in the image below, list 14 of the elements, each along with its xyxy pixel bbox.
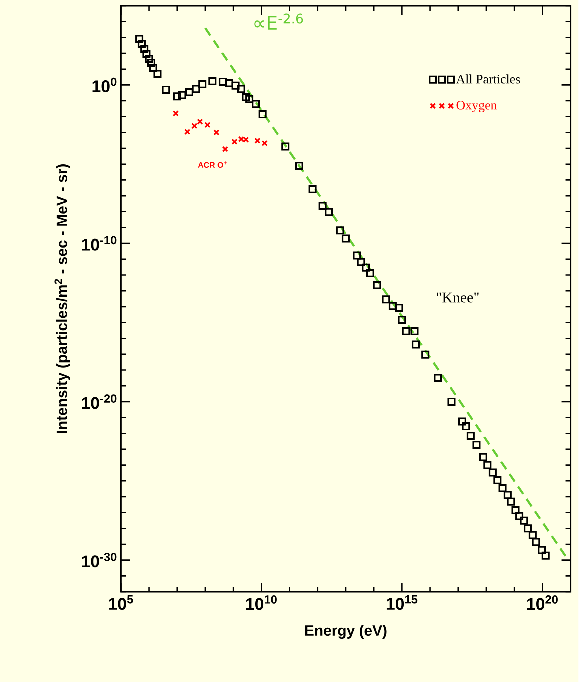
x-tick-label: 10$^{15}$ <box>387 596 418 610</box>
x-tick-label: 10$^{10}$ <box>246 596 278 610</box>
y-tick-label: 10$^{-10}$ <box>82 236 117 251</box>
y-tick-label: 10$^{-20}$ <box>82 394 117 410</box>
y-axis-title: Intensity (particles/m$^{2}$ - sec - MeV - sr) <box>54 164 70 434</box>
y-tick-label: 10$^{-30}$ <box>82 552 117 568</box>
legend-label: All Particles <box>456 74 520 84</box>
x-axis-title: Energy (eV) <box>306 625 387 640</box>
annotation: "Knee" <box>437 292 479 303</box>
x-tick-label: 10$^{5}$ <box>109 596 134 610</box>
annotation: ∝E$^{-2.6}$ <box>254 14 304 30</box>
x-tick-label: 10$^{20}$ <box>528 596 558 610</box>
legend-label: Oxygen <box>456 101 498 112</box>
y-tick-label: 10$^{0}$ <box>92 78 117 93</box>
